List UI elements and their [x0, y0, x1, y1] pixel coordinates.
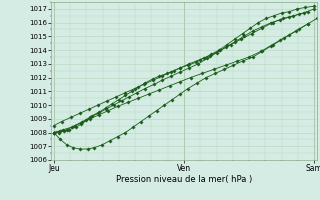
X-axis label: Pression niveau de la mer( hPa ): Pression niveau de la mer( hPa ) — [116, 175, 252, 184]
